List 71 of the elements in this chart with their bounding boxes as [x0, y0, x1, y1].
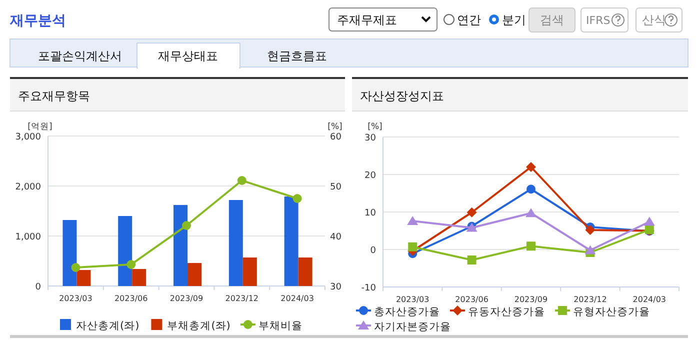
legend-label: 자산총계(좌) [76, 320, 140, 332]
y-tick-label: 0 [370, 246, 376, 256]
point [466, 207, 477, 218]
point [526, 162, 536, 172]
y2-tick-label: 50 [330, 182, 342, 192]
text: 재무상태표 [158, 49, 218, 63]
bar [284, 196, 298, 286]
bar [118, 216, 132, 286]
point [407, 216, 418, 225]
legend-label: 유형자산증가율 [573, 306, 650, 318]
point [526, 184, 536, 194]
chart-title: 주요재무항목 [18, 89, 90, 103]
bar [228, 200, 243, 286]
y-tick-label: 30 [364, 134, 376, 144]
y-axis-title: [억원] [28, 122, 52, 132]
chart-title: 자산성장성지표 [360, 89, 444, 103]
point [408, 242, 418, 252]
x-tick-label: 2023/12 [574, 295, 607, 304]
y-tick-label: 1,000 [15, 232, 42, 242]
x-tick-label: 2023/06 [114, 294, 148, 303]
text: 분기 [502, 13, 526, 27]
point [292, 194, 302, 203]
x-tick-label: 2023/09 [170, 294, 204, 303]
y-tick-label: 3,000 [15, 132, 42, 142]
text: 연간 [457, 13, 481, 27]
point [644, 216, 655, 226]
y2-tick-label: 60 [330, 132, 342, 142]
y2-tick-label: 30 [330, 282, 342, 292]
x-tick-label: 2023/09 [514, 295, 548, 304]
x-tick-label: 2023/03 [59, 294, 92, 303]
x-tick-label: 2024/03 [632, 295, 666, 304]
text: 재무분석 [9, 13, 66, 29]
text: 검색 [540, 13, 564, 27]
legend-label: 총자산증가율 [374, 306, 440, 318]
y-tick-label: 0 [35, 282, 42, 292]
bar [174, 205, 188, 286]
point [526, 208, 536, 218]
bar [76, 270, 91, 286]
legend-label: 자기자본증가율 [374, 321, 451, 333]
legend-label: 부채비율 [258, 320, 302, 332]
text: 산식 [642, 13, 666, 27]
y-axis-title: [%] [368, 122, 382, 132]
bar [132, 269, 146, 286]
point [585, 225, 596, 235]
legend-label: 유동자산증가율 [468, 306, 545, 318]
bar [62, 220, 77, 286]
y-tick-label: -10 [361, 284, 376, 294]
point [126, 260, 136, 269]
x-tick-label: 2023/06 [455, 295, 488, 304]
bar [298, 258, 312, 286]
point [237, 176, 246, 185]
x-tick-label: 2024/03 [280, 294, 314, 303]
y-tick-label: 10 [364, 208, 376, 218]
x-tick-label: 2023/03 [396, 295, 430, 304]
point [182, 221, 191, 230]
bar [242, 258, 257, 286]
y-tick-label: 20 [364, 171, 376, 181]
y2-tick-label: 40 [330, 232, 342, 242]
bar [188, 263, 202, 286]
point [467, 256, 476, 264]
y2-axis-title: [%] [328, 122, 342, 132]
point [71, 263, 80, 272]
text: 현금흐름표 [267, 49, 327, 63]
point [584, 245, 596, 254]
point [526, 242, 536, 251]
text: IFRS [586, 14, 610, 27]
text: 주재무제표 [337, 13, 397, 27]
x-tick-label: 2023/12 [225, 294, 259, 303]
text: 포괄손익계산서 [38, 49, 122, 63]
legend-label: 부채총계(좌) [167, 320, 230, 332]
y-tick-label: 2,000 [15, 182, 42, 192]
